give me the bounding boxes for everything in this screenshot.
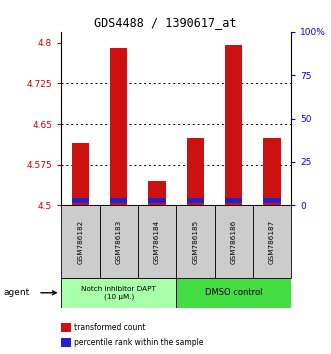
Text: percentile rank within the sample: percentile rank within the sample xyxy=(74,338,203,347)
Bar xyxy=(176,278,291,308)
Text: agent: agent xyxy=(3,288,29,297)
Text: GDS4488 / 1390617_at: GDS4488 / 1390617_at xyxy=(94,16,237,29)
Bar xyxy=(263,198,281,202)
Text: transformed count: transformed count xyxy=(74,323,145,332)
Bar xyxy=(214,205,253,278)
Bar xyxy=(176,205,214,278)
Bar xyxy=(61,323,71,332)
Text: GSM786185: GSM786185 xyxy=(192,219,198,264)
Bar xyxy=(149,198,166,202)
Text: GSM786182: GSM786182 xyxy=(77,219,83,264)
Bar xyxy=(72,143,89,205)
Bar xyxy=(110,198,127,202)
Bar xyxy=(61,205,100,278)
Text: GSM786184: GSM786184 xyxy=(154,219,160,264)
Bar xyxy=(225,45,242,205)
Text: DMSO control: DMSO control xyxy=(205,289,262,297)
Text: GSM786183: GSM786183 xyxy=(116,219,122,264)
Text: Notch inhibitor DAPT
(10 μM.): Notch inhibitor DAPT (10 μM.) xyxy=(81,286,156,300)
Text: GSM786186: GSM786186 xyxy=(231,219,237,264)
Bar xyxy=(61,278,176,308)
Bar xyxy=(138,205,176,278)
Bar xyxy=(253,205,291,278)
Bar xyxy=(187,198,204,202)
Bar xyxy=(110,48,127,205)
Text: GSM786187: GSM786187 xyxy=(269,219,275,264)
Bar xyxy=(61,338,71,347)
Bar xyxy=(149,181,166,205)
Bar xyxy=(72,198,89,202)
Bar xyxy=(225,198,242,202)
Bar xyxy=(100,205,138,278)
Bar xyxy=(263,138,281,205)
Bar xyxy=(187,138,204,205)
